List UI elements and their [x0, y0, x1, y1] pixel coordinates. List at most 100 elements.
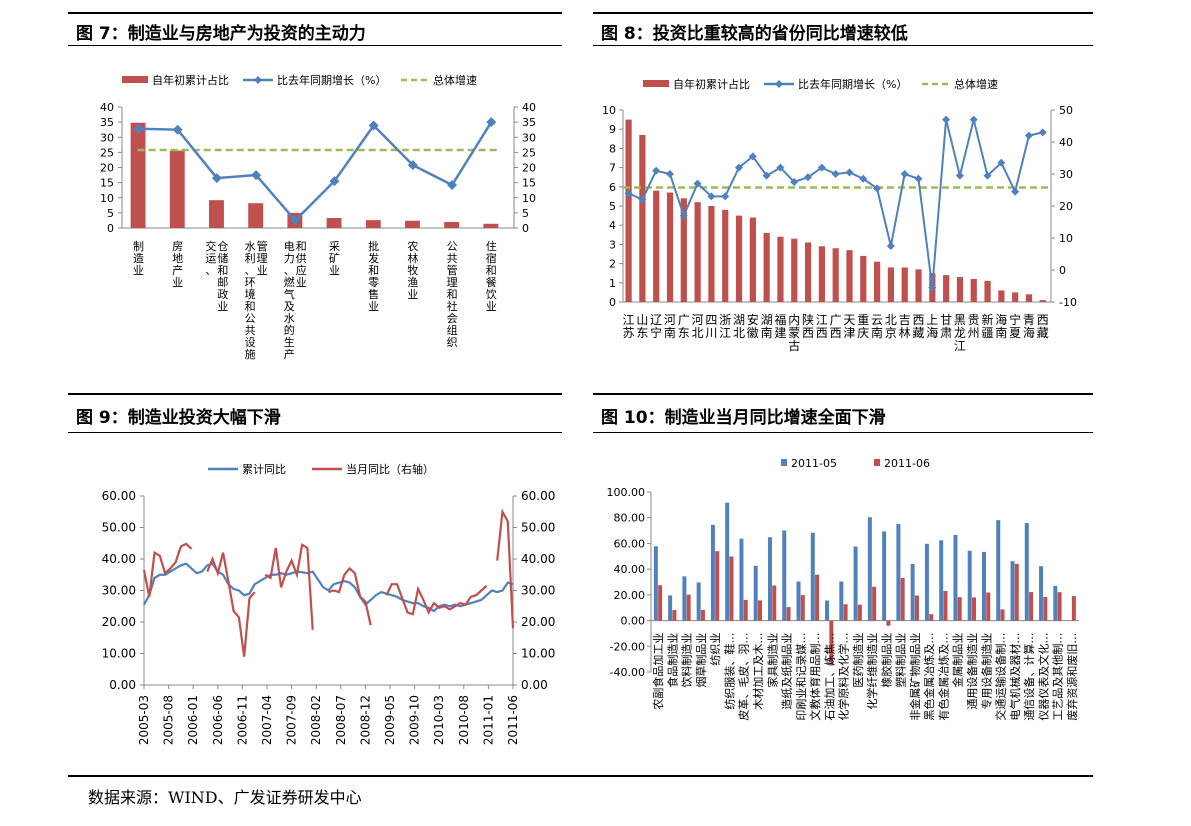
growth-point-9: [486, 117, 497, 128]
y-tick-label: 0: [107, 222, 114, 235]
x-tick-label-1: 山东: [636, 313, 648, 340]
growth-point-1: [172, 124, 183, 135]
y2-tick-label: 40: [522, 101, 536, 114]
chart-8-title: 图 8：投资比重较高的省份同比增速较低: [601, 24, 908, 44]
growth-point-26: [983, 171, 992, 180]
june-bar-5: [729, 556, 734, 621]
x-tick-label-1: 房地产业: [172, 240, 183, 289]
legend-label-7-0: 自年初累计占比: [152, 73, 229, 87]
y2-tick-label: 20: [1059, 200, 1073, 213]
bar-1: [169, 150, 185, 228]
y-tick-label: 60.00: [614, 537, 646, 550]
x-tick-label-9: 安徽: [747, 312, 759, 340]
may-bar-13: [839, 581, 844, 621]
y-tick-label: 15: [100, 177, 114, 190]
mid-rule-left: [68, 393, 562, 395]
june-bar-28: [1057, 592, 1062, 621]
chart-8: 自年初累计占比 比去年同期增长（%） 总体增速1098765432105040302…: [602, 77, 1077, 353]
x-tick-label-25: 贵州: [968, 313, 980, 340]
x-tick-label-4: 广东: [678, 313, 690, 340]
y2-tick-label: 30: [1059, 168, 1073, 181]
june-bar-14: [857, 604, 862, 621]
y-tick-label: 10.00: [102, 647, 136, 661]
x-tick-label: 2009-10: [408, 695, 422, 745]
bar-7: [722, 209, 729, 302]
bar-5: [694, 202, 701, 302]
x-tick-label: 2010-03: [432, 695, 446, 745]
june-bar-27: [1043, 596, 1048, 621]
bar-25: [970, 278, 977, 302]
x-tick-label-18: 云南: [871, 313, 883, 340]
chart-10: 2011-05 2011-06 100.00 80.00 60.00 40.00 20.00…: [607, 457, 1079, 721]
bar-4: [680, 198, 687, 302]
x-tick-label-8: 家具制造业: [765, 633, 779, 688]
growth-point-1: [638, 195, 647, 204]
x-tick-label-5: 河北: [692, 313, 704, 340]
y-tick-label: 3: [609, 238, 616, 251]
x-tick-label-11: 文教体育用品制…: [808, 633, 822, 721]
growth-point-6: [368, 120, 379, 131]
y-tick-label: 20: [100, 162, 114, 175]
june-bar-11: [815, 574, 820, 621]
growth-line: [138, 121, 493, 223]
y2-tick-label: 10: [1059, 232, 1073, 245]
growth-point-10: [762, 171, 771, 180]
bar-28: [1012, 292, 1019, 302]
bar-5: [326, 218, 342, 228]
growth-point-15: [831, 170, 840, 178]
june-bar-9: [786, 607, 791, 621]
june-bar-17: [900, 577, 905, 621]
x-tick-label-6: 四川: [705, 313, 717, 340]
y-tick-label: 30.00: [102, 584, 136, 598]
growth-point-23: [942, 115, 951, 124]
chart-10-title: 图 10：制造业当月同比增速全面下滑: [601, 408, 886, 428]
x-tick-label-8: 湖北: [733, 312, 745, 340]
y-tick-label: 4: [609, 219, 616, 232]
bar-29: [1025, 294, 1033, 302]
june-bar-19: [929, 614, 934, 621]
x-tick-label: 2005-08: [162, 695, 176, 745]
bar-8: [735, 215, 743, 302]
may-bar-15: [867, 517, 872, 621]
bar-13: [804, 242, 812, 302]
monthly-yoy-line-segment-2: [264, 543, 314, 630]
x-tick-label-4: 电力、燃气及水的生产: [284, 240, 295, 361]
may-bar-17: [896, 524, 901, 621]
legend-label-9-1: 当月同比（右轴）: [346, 462, 434, 476]
may-bar-5: [725, 502, 730, 621]
title-underline-right-2: [593, 432, 1093, 433]
y-tick-label: 8: [609, 142, 616, 155]
growth-point-5: [329, 176, 340, 187]
y2-tick-label: 0: [1059, 264, 1066, 277]
june-bar-1: [672, 610, 677, 621]
x-tick-label: 2008-02: [309, 695, 323, 745]
x-tick-label-23: 专用设备制造业: [979, 633, 993, 710]
growth-point-27: [997, 158, 1006, 167]
x-tick-label-4: 和供应业: [296, 240, 307, 289]
x-tick-label-7: 农林牧渔业: [407, 239, 418, 301]
may-bar-6: [739, 538, 744, 621]
legend-label-9-0: 累计同比: [242, 463, 286, 476]
bar-2: [209, 200, 224, 228]
x-tick-label-27: 海南: [995, 312, 1007, 340]
y-tick-label: 2: [609, 258, 616, 271]
x-tick-label-10: 印刷业和记录媒…: [795, 633, 808, 721]
x-tick-label: 2006-11: [235, 695, 249, 745]
x-tick-label-13: 化学原料及化学…: [837, 633, 851, 721]
legend-label-10-1: 2011-06: [884, 457, 930, 470]
x-tick-label-16: 橡胶制品业: [879, 633, 893, 688]
bar-3: [248, 203, 264, 228]
x-tick-label: 2011-06: [506, 695, 520, 745]
y2-tick-label: 60.00: [521, 489, 555, 503]
growth-point-22: [928, 283, 937, 292]
y-tick-label: 1: [609, 277, 616, 290]
x-tick-label-23: 甘肃: [940, 313, 952, 340]
x-tick-label-5: 纺织服装、鞋…: [722, 633, 736, 710]
may-bar-2: [682, 576, 687, 621]
june-bar-6: [743, 599, 748, 621]
bar-23: [943, 275, 950, 302]
growth-point-6: [707, 192, 716, 201]
growth-point-4: [679, 211, 688, 220]
x-tick-label-0: 制造业: [133, 240, 144, 277]
june-bar-15: [872, 586, 877, 621]
